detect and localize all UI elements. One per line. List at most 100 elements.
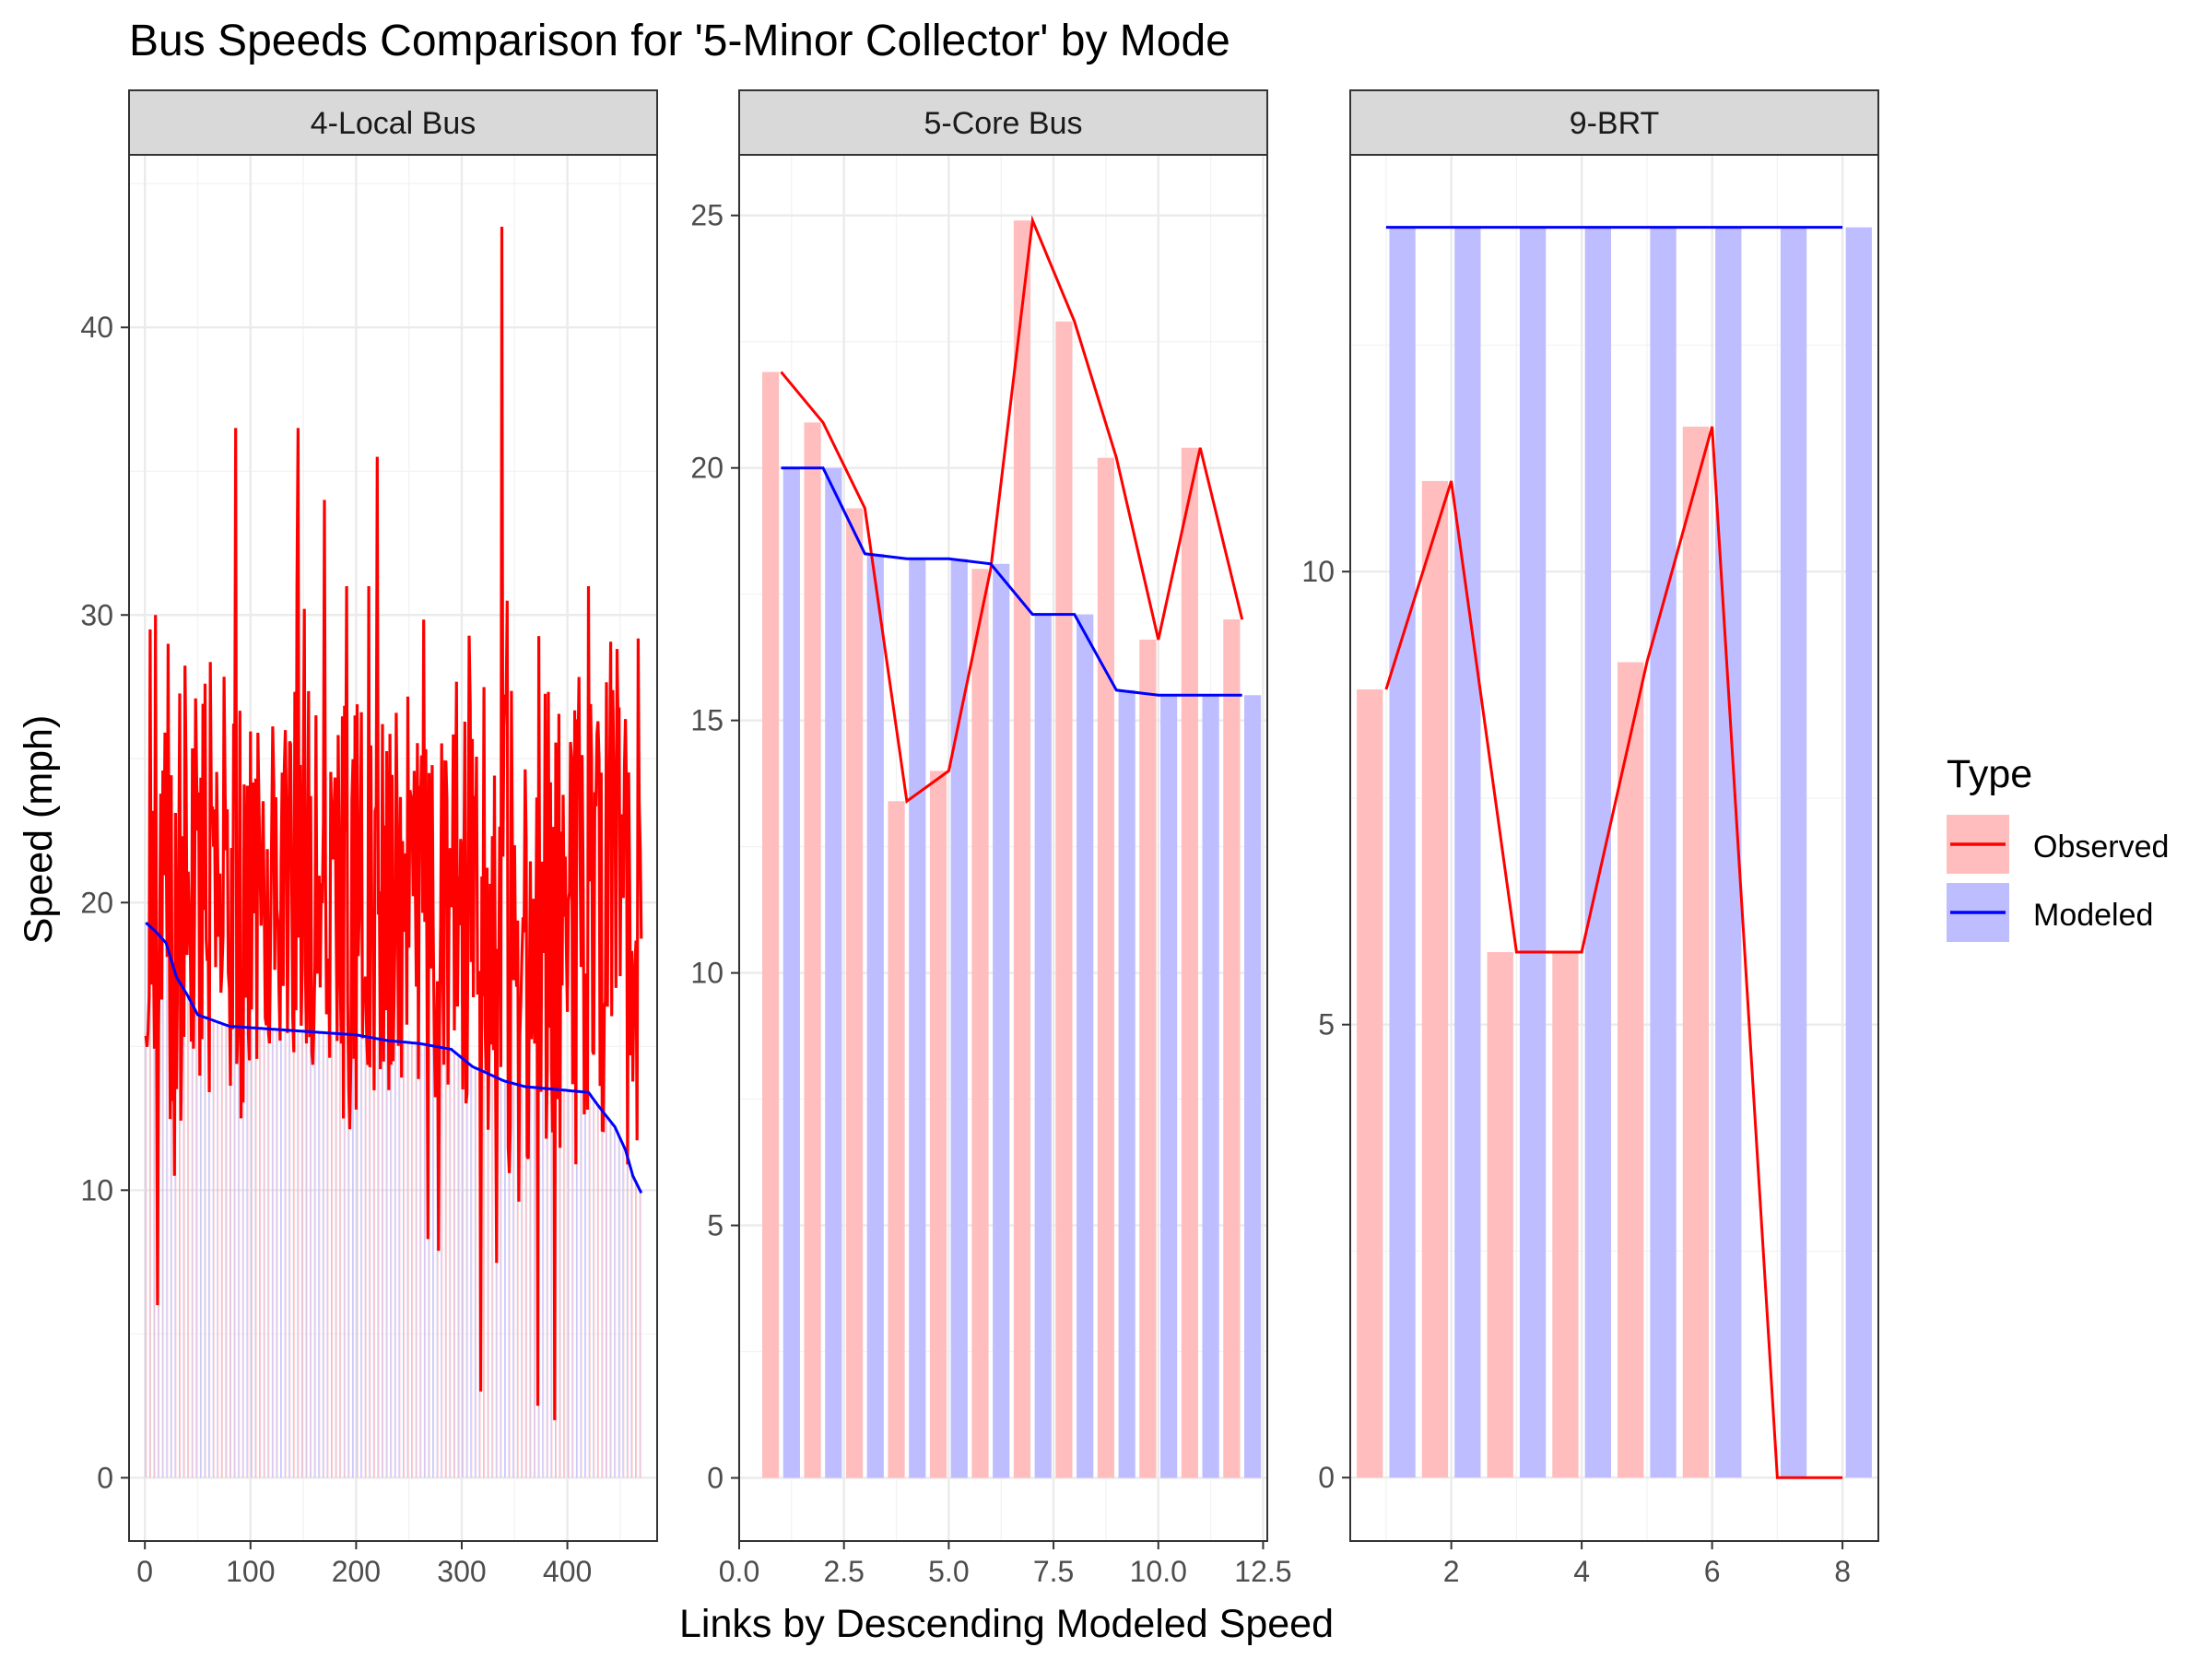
bar-modeled: [1584, 227, 1611, 1478]
bar-modeled: [343, 1033, 345, 1478]
bar-observed: [475, 1067, 477, 1478]
bar-modeled: [394, 1041, 395, 1478]
x-tick-label: 100: [226, 1555, 275, 1588]
bar-modeled: [415, 1042, 417, 1478]
bar-modeled: [385, 1040, 387, 1478]
x-tick-label: 300: [437, 1555, 486, 1588]
bar-observed: [929, 771, 947, 1478]
panel-strip-label: 9-BRT: [1570, 106, 1660, 141]
bar-modeled: [1034, 614, 1052, 1478]
bar-observed: [289, 1030, 291, 1478]
bar-observed: [180, 982, 182, 1478]
bar-modeled: [369, 1037, 371, 1478]
bar-modeled: [364, 1036, 366, 1478]
bar-modeled: [1389, 227, 1416, 1478]
line-observed: [144, 226, 643, 1420]
bar-modeled: [609, 1121, 611, 1478]
bar-observed: [175, 973, 177, 1478]
bar-observed: [1487, 952, 1513, 1478]
bar-modeled: [1780, 227, 1807, 1478]
bar-observed: [441, 1047, 443, 1478]
bar-modeled: [542, 1088, 544, 1478]
bar-modeled: [339, 1033, 341, 1478]
bar-observed: [1421, 480, 1449, 1478]
bar-observed: [285, 1030, 287, 1478]
bar-observed: [373, 1090, 375, 1478]
bar-modeled: [524, 1087, 526, 1478]
bar-modeled: [626, 1157, 628, 1478]
bar-observed: [386, 1040, 388, 1478]
bar-observed: [615, 1126, 617, 1478]
bar-observed: [463, 1089, 465, 1478]
bar-modeled: [271, 1029, 273, 1478]
bar-modeled: [866, 553, 884, 1478]
bar-modeled: [516, 1084, 518, 1478]
bar-modeled: [630, 1171, 632, 1478]
bar-observed: [551, 1088, 553, 1478]
bar-modeled: [575, 1091, 577, 1478]
bar-observed: [888, 801, 905, 1478]
bar-observed: [525, 1087, 527, 1478]
bar-modeled: [402, 1041, 404, 1478]
bar-modeled: [491, 1076, 493, 1478]
bar-observed: [188, 996, 190, 1478]
y-tick-label: 20: [690, 452, 724, 485]
bar-observed: [242, 1102, 244, 1478]
bar-modeled: [288, 1030, 290, 1478]
bar-modeled: [584, 1091, 586, 1478]
bar-observed: [340, 1033, 342, 1478]
bar-observed: [348, 1089, 350, 1478]
x-tick-label: 5.0: [928, 1555, 969, 1588]
bar-modeled: [588, 1093, 590, 1478]
bar-observed: [162, 939, 164, 1478]
panel-3: 9-BRT 2 4 6 8 0 5 10: [1301, 89, 1879, 1588]
bar-modeled: [259, 1028, 261, 1478]
bar-modeled: [618, 1135, 619, 1478]
legend-label-modeled: Modeled: [2033, 898, 2153, 933]
bar-observed: [496, 1263, 498, 1478]
x-tick-label: 8: [1834, 1555, 1851, 1588]
x-axis-label: Links by Descending Modeled Speed: [679, 1602, 1334, 1646]
bar-observed: [255, 1028, 257, 1478]
bar-observed: [1357, 688, 1383, 1478]
bar-modeled: [145, 923, 147, 1478]
bar-modeled: [204, 1017, 206, 1478]
bar-modeled: [161, 939, 163, 1478]
bar-modeled: [550, 1088, 552, 1478]
bar-observed: [183, 1036, 185, 1478]
bar-modeled: [246, 1027, 248, 1478]
bar-observed: [424, 1044, 426, 1478]
x-tick-label: 400: [543, 1555, 592, 1588]
bar-observed: [623, 1145, 625, 1478]
bar-observed: [226, 1025, 228, 1478]
bar-observed: [319, 1032, 321, 1478]
bar-observed: [221, 1023, 223, 1478]
bar-modeled: [229, 1026, 231, 1478]
bar-observed: [382, 1040, 384, 1478]
bar-modeled: [284, 1030, 286, 1478]
panel-strip-label: 5-Core Bus: [924, 106, 1083, 141]
bar-observed: [1181, 447, 1198, 1478]
legend-label-observed: Observed: [2033, 830, 2169, 865]
bar-observed: [437, 1046, 439, 1478]
panel-1: 4-Local Bus 0 100 200 300 400 0 10 20 30 40: [80, 89, 658, 1588]
bar-modeled: [280, 1030, 282, 1478]
bar-modeled: [449, 1049, 451, 1478]
bar-observed: [416, 1042, 418, 1478]
bar-observed: [1097, 457, 1115, 1478]
panel-strip-label: 4-Local Bus: [311, 106, 477, 141]
bar-modeled: [267, 1029, 269, 1478]
bar-observed: [543, 1088, 545, 1478]
bar-observed: [192, 1005, 194, 1478]
bar-modeled: [503, 1081, 505, 1478]
x-tick-label: 2.5: [823, 1555, 864, 1588]
bar-modeled: [1243, 695, 1262, 1478]
bar-observed: [311, 1031, 312, 1478]
x-tick-label: 0: [136, 1555, 153, 1588]
bar-modeled: [241, 1027, 243, 1478]
bar-observed: [365, 1036, 367, 1478]
x-tick-label: 4: [1573, 1555, 1590, 1588]
bar-modeled: [508, 1082, 510, 1478]
x-tick-label: 7.5: [1033, 1555, 1074, 1588]
bar-observed: [458, 1054, 460, 1478]
